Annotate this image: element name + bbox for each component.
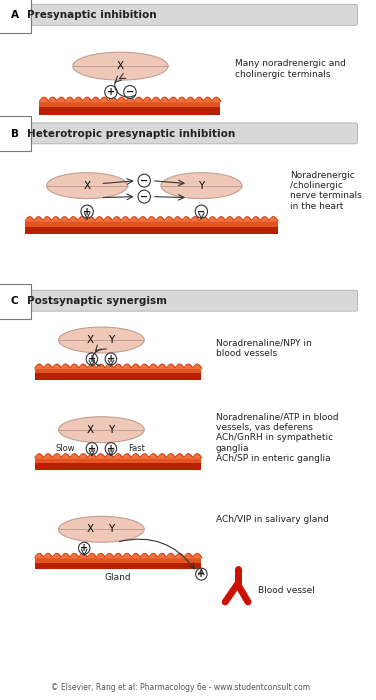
Ellipse shape: [59, 517, 144, 542]
Bar: [35, 458, 202, 463]
Text: C: C: [11, 296, 18, 306]
Text: Many noradrenergic and
cholinergic terminals: Many noradrenergic and cholinergic termi…: [235, 60, 346, 79]
Circle shape: [86, 353, 97, 365]
Text: B: B: [11, 129, 19, 139]
Circle shape: [105, 85, 117, 99]
Text: X: X: [117, 61, 124, 71]
Ellipse shape: [59, 327, 144, 353]
Text: X: X: [86, 524, 94, 534]
Text: +: +: [83, 206, 91, 216]
Text: X: X: [86, 335, 94, 345]
Ellipse shape: [161, 173, 242, 199]
Text: Noradrenergic
/cholinergic
nerve terminals
in the heart: Noradrenergic /cholinergic nerve termina…: [290, 171, 362, 211]
Bar: [35, 563, 202, 569]
Text: Y: Y: [108, 524, 114, 534]
Text: Noradrenaline/NPY in
blood vessels: Noradrenaline/NPY in blood vessels: [216, 338, 311, 358]
Text: Fast: Fast: [128, 444, 145, 453]
Text: A: A: [11, 10, 19, 20]
Circle shape: [79, 542, 90, 554]
Text: Slow: Slow: [55, 444, 75, 453]
Circle shape: [138, 190, 150, 203]
Text: Postsynaptic synergism: Postsynaptic synergism: [27, 296, 167, 306]
Text: Y: Y: [198, 181, 205, 190]
Circle shape: [105, 353, 117, 365]
Text: +: +: [88, 444, 96, 454]
Circle shape: [86, 442, 97, 454]
Circle shape: [105, 442, 117, 454]
FancyBboxPatch shape: [3, 290, 358, 312]
FancyBboxPatch shape: [3, 123, 358, 144]
Text: Y: Y: [108, 425, 114, 435]
Text: Y: Y: [108, 335, 114, 345]
Circle shape: [124, 85, 136, 99]
Text: +: +: [197, 569, 205, 579]
Circle shape: [138, 174, 150, 187]
Ellipse shape: [59, 416, 144, 442]
Text: Noradrenaline/ATP in blood
vessels, vas deferens
ACh/GnRH in sympathetic
ganglia: Noradrenaline/ATP in blood vessels, vas …: [216, 412, 338, 463]
Circle shape: [81, 205, 93, 218]
Circle shape: [196, 568, 207, 580]
Ellipse shape: [73, 52, 168, 80]
Text: Heterotropic presynaptic inhibition: Heterotropic presynaptic inhibition: [27, 129, 235, 139]
Text: +: +: [88, 354, 96, 364]
Bar: [39, 107, 220, 115]
Text: +: +: [80, 543, 88, 553]
Text: −: −: [197, 206, 205, 216]
Bar: [35, 463, 202, 470]
Text: +: +: [107, 444, 115, 454]
Ellipse shape: [47, 173, 127, 199]
Text: −: −: [126, 87, 134, 97]
Bar: [35, 368, 202, 373]
Text: +: +: [107, 354, 115, 364]
Bar: [35, 557, 202, 563]
Bar: [39, 101, 220, 107]
Circle shape: [195, 205, 208, 218]
Bar: [25, 220, 277, 227]
Text: ACh/VIP in salivary gland: ACh/VIP in salivary gland: [216, 514, 329, 524]
Text: −: −: [140, 192, 148, 202]
Bar: [35, 373, 202, 380]
Text: −: −: [140, 176, 148, 186]
Text: © Elsevier, Rang et al: Pharmacology 6e - www.studentconsult.com: © Elsevier, Rang et al: Pharmacology 6e …: [51, 682, 310, 692]
Text: Presynaptic inhibition: Presynaptic inhibition: [27, 10, 157, 20]
Text: Blood vessel: Blood vessel: [258, 585, 315, 594]
Text: X: X: [83, 181, 91, 190]
Text: +: +: [107, 87, 115, 97]
Text: Gland: Gland: [104, 573, 131, 582]
Bar: [25, 227, 277, 235]
FancyBboxPatch shape: [3, 4, 358, 25]
Text: X: X: [86, 425, 94, 435]
